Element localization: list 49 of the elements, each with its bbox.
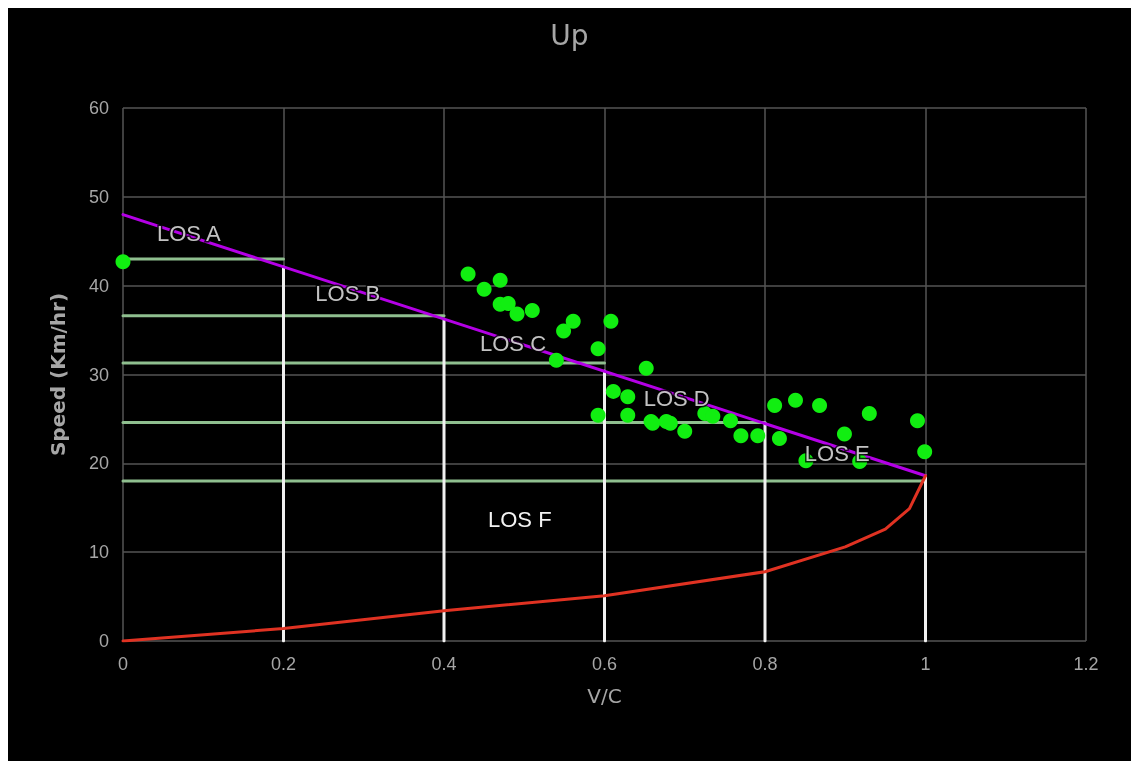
- point: [556, 323, 572, 339]
- x-tick-label: 0: [117, 654, 129, 674]
- x-tick-label: 1: [920, 654, 931, 674]
- y-tick-label: 0: [98, 631, 109, 651]
- point: [750, 428, 766, 444]
- point: [638, 360, 654, 376]
- x-tick-label: 0.8: [752, 654, 778, 674]
- point: [662, 415, 678, 431]
- point: [603, 313, 619, 329]
- point: [917, 444, 933, 460]
- point: [705, 408, 721, 424]
- line-series: [121, 474, 927, 643]
- y-tick-label: 20: [88, 453, 109, 474]
- y-tick-label: 10: [88, 542, 109, 563]
- point: [836, 426, 852, 442]
- point: [677, 423, 693, 439]
- x-tick-label: 0.2: [270, 654, 297, 674]
- y-tick-label: 50: [88, 186, 109, 207]
- point: [620, 407, 636, 423]
- point: [548, 352, 564, 368]
- point: [909, 413, 925, 429]
- point: [524, 303, 540, 319]
- point: [590, 407, 606, 423]
- y-tick-label: 40: [88, 275, 109, 296]
- point: [476, 281, 492, 297]
- x-axis-title: V/C: [587, 684, 622, 708]
- point: [565, 313, 581, 329]
- x-tick-label: 0.4: [431, 654, 457, 674]
- point: [788, 392, 803, 408]
- point: [605, 383, 621, 399]
- point: [723, 413, 738, 429]
- point: [767, 398, 783, 414]
- point: [620, 389, 636, 405]
- x-tick-label: 0.6: [591, 654, 618, 674]
- point: [733, 428, 749, 444]
- x-tick-label: 1.2: [1073, 654, 1099, 674]
- point: [115, 254, 131, 270]
- chart-title: Up: [550, 18, 589, 52]
- point: [861, 406, 877, 422]
- y-tick-label: 60: [88, 98, 109, 118]
- point: [460, 266, 476, 282]
- point: [590, 341, 606, 357]
- point: [812, 398, 828, 414]
- y-axis-title: Speed (Km/hr): [46, 292, 70, 457]
- annotation: LOS F: [488, 506, 552, 532]
- point: [509, 306, 525, 322]
- point: [492, 272, 508, 288]
- y-tick-label: 30: [88, 364, 109, 385]
- point: [771, 430, 787, 446]
